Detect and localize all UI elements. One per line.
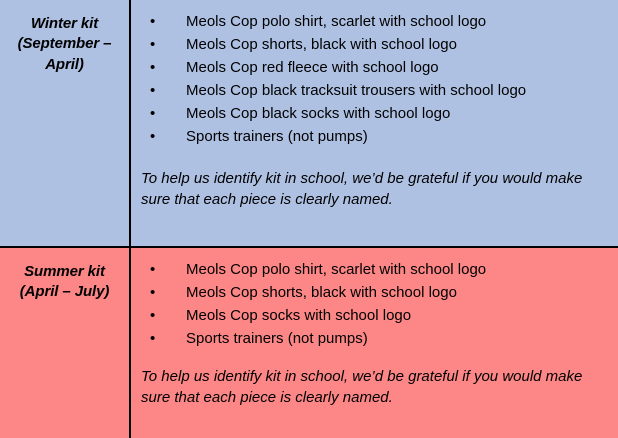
list-item-label: Meols Cop black tracksuit trousers with …	[186, 82, 527, 99]
list-item: • Meols Cop polo shirt, scarlet with sch…	[141, 10, 608, 33]
list-item-label: Meols Cop socks with school logo	[186, 307, 412, 325]
winter-kit-item-list: • Meols Cop polo shirt, scarlet with sch…	[141, 10, 608, 148]
list-item-label: Sports trainers (not pumps)	[186, 128, 368, 145]
list-item: • Meols Cop socks with school logo	[141, 304, 608, 327]
list-item: • Sports trainers (not pumps)	[141, 327, 608, 350]
winter-kit-label: Winter kit (September – April)	[8, 14, 121, 75]
list-item: • Sports trainers (not pumps)	[141, 125, 608, 148]
winter-kit-note: To help us identify kit in school, we’d …	[141, 170, 583, 208]
bullet-icon: •	[150, 36, 156, 53]
summer-kit-label: Summer kit (April – July)	[8, 262, 121, 303]
list-item-label: Meols Cop red fleece with school logo	[186, 59, 439, 76]
summer-kit-label-line1: Summer kit	[24, 263, 105, 281]
winter-kit-label-cell: Winter kit (September – April)	[0, 0, 131, 248]
list-item-label: Meols Cop black socks with school logo	[186, 105, 451, 122]
bullet-icon: •	[150, 13, 156, 30]
list-item-label: Meols Cop polo shirt, scarlet with schoo…	[186, 13, 487, 30]
bullet-icon: •	[150, 284, 156, 302]
bullet-icon: •	[150, 261, 156, 279]
winter-kit-label-line1: Winter kit	[30, 15, 99, 32]
bullet-icon: •	[150, 128, 156, 145]
table-row-summer-kit: Summer kit (April – July) • Meols Cop po…	[0, 246, 618, 438]
bullet-icon: •	[150, 82, 156, 99]
bullet-icon: •	[150, 59, 156, 76]
bullet-icon: •	[150, 105, 156, 122]
list-item-label: Meols Cop shorts, black with school logo	[186, 284, 457, 302]
list-item-label: Sports trainers (not pumps)	[186, 330, 368, 348]
list-item: • Meols Cop black tracksuit trousers wit…	[141, 79, 608, 102]
bullet-icon: •	[150, 307, 156, 325]
summer-kit-content-cell: • Meols Cop polo shirt, scarlet with sch…	[130, 246, 618, 438]
list-item: • Meols Cop black socks with school logo	[141, 102, 608, 125]
list-item: • Meols Cop polo shirt, scarlet with sch…	[141, 258, 608, 281]
summer-kit-label-cell: Summer kit (April – July)	[0, 246, 131, 438]
list-item: • Meols Cop red fleece with school logo	[141, 56, 608, 79]
bullet-icon: •	[150, 330, 156, 348]
winter-kit-content-cell: • Meols Cop polo shirt, scarlet with sch…	[130, 0, 618, 247]
winter-kit-label-line3: April)	[45, 55, 84, 73]
summer-kit-label-line2: (April – July)	[19, 283, 110, 301]
list-item: • Meols Cop shorts, black with school lo…	[141, 281, 608, 304]
table-row-winter-kit: Winter kit (September – April) • Meols C…	[0, 0, 618, 248]
summer-kit-note: To help us identify kit in school, we’d …	[141, 368, 583, 407]
list-item-label: Meols Cop polo shirt, scarlet with schoo…	[186, 261, 487, 279]
winter-kit-label-line2: (September –	[17, 35, 112, 53]
list-item: • Meols Cop shorts, black with school lo…	[141, 33, 608, 56]
summer-kit-item-list: • Meols Cop polo shirt, scarlet with sch…	[141, 258, 608, 350]
list-item-label: Meols Cop shorts, black with school logo	[186, 36, 457, 53]
